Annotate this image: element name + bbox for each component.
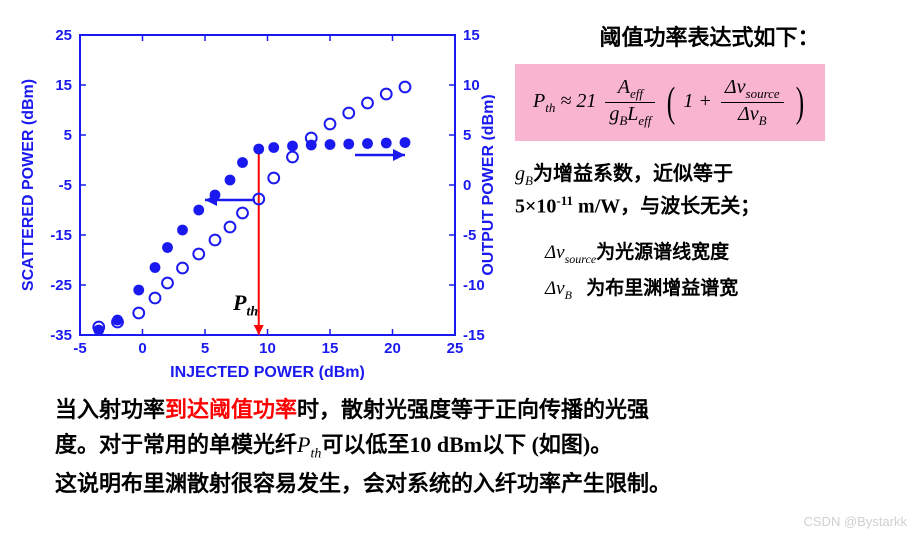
explanation-text: 当入射功率到达阈值功率时，散射光强度等于正向传播的光强 度。对于常用的单模光纤P… — [15, 392, 904, 501]
svg-text:0: 0 — [463, 177, 471, 194]
chart-container: -50510152025-35-25-15-551525-15-10-50510… — [15, 15, 495, 380]
svg-text:5: 5 — [201, 340, 209, 357]
svg-text:INJECTED POWER (dBm): INJECTED POWER (dBm) — [170, 364, 365, 380]
svg-text:-5: -5 — [463, 227, 476, 244]
svg-text:-15: -15 — [463, 327, 485, 344]
svg-text:15: 15 — [322, 340, 339, 357]
formula-box: Pth ≈ 21 Aeff gBLeff ( 1 + Δvsource ΔvB … — [515, 64, 825, 141]
gain-coefficient-desc: gB为增益系数，近似等于 5×10-11 m/W，与波长无关； — [515, 159, 904, 221]
svg-text:-25: -25 — [50, 277, 72, 294]
svg-text:10: 10 — [259, 340, 276, 357]
svg-text:25: 25 — [447, 340, 464, 357]
watermark: CSDN @Bystarkk — [804, 514, 908, 529]
svg-text:OUTPUT POWER (dBm): OUTPUT POWER (dBm) — [480, 94, 495, 275]
power-chart: -50510152025-35-25-15-551525-15-10-50510… — [15, 15, 495, 380]
right-panel: 阈值功率表达式如下： Pth ≈ 21 Aeff gBLeff ( 1 + Δv… — [515, 15, 904, 380]
formula-title: 阈值功率表达式如下： — [515, 20, 904, 52]
svg-text:15: 15 — [463, 27, 480, 44]
svg-text:5: 5 — [463, 127, 471, 144]
variable-definitions: Δvsource为光源谱线宽度 ΔvB 为布里渊增益谱宽 — [515, 235, 904, 307]
svg-text:15: 15 — [55, 77, 72, 94]
svg-text:5: 5 — [64, 127, 72, 144]
svg-text:-15: -15 — [50, 227, 72, 244]
svg-text:SCATTERED POWER (dBm): SCATTERED POWER (dBm) — [20, 79, 37, 291]
svg-text:-5: -5 — [59, 177, 72, 194]
pth-annotation: Pth — [233, 290, 258, 320]
svg-text:20: 20 — [384, 340, 401, 357]
svg-text:-35: -35 — [50, 327, 72, 344]
svg-text:-5: -5 — [73, 340, 86, 357]
svg-text:-10: -10 — [463, 277, 485, 294]
svg-text:25: 25 — [55, 27, 72, 44]
svg-text:0: 0 — [138, 340, 146, 357]
svg-text:10: 10 — [463, 77, 480, 94]
